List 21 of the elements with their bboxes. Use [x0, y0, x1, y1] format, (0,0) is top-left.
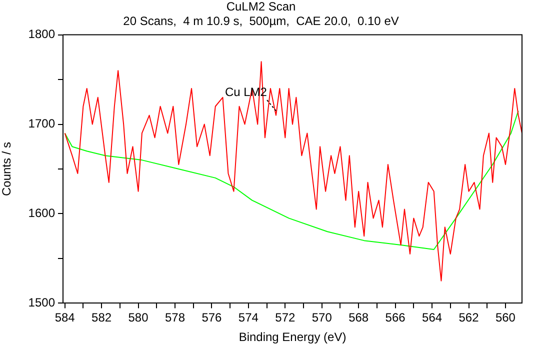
y-axis-title: Counts / s — [0, 142, 14, 196]
x-tick-label: 564 — [422, 310, 442, 325]
chart-subtitle: 20 Scans, 4 m 10.9 s, 500µm, CAE 20.0, 0.10 eV — [123, 14, 399, 28]
x-tick-label: 582 — [92, 310, 112, 325]
x-tick-label: 572 — [275, 310, 296, 325]
x-tick-label: 580 — [128, 310, 149, 325]
x-tick-label: 574 — [238, 310, 259, 325]
x-tick-label: 568 — [348, 310, 369, 325]
x-tick-label: 578 — [164, 310, 186, 325]
chart-title: CuLM2 Scan — [226, 0, 296, 14]
x-tick-label: 576 — [202, 310, 222, 325]
x-tick-label: 570 — [312, 310, 332, 325]
y-tick-label: 1800 — [28, 27, 56, 42]
x-axis-title: Binding Energy (eV) — [238, 330, 346, 344]
y-tick-label: 1600 — [28, 206, 56, 220]
x-tick-label: 566 — [385, 310, 406, 325]
x-tick-label: 562 — [458, 310, 480, 325]
x-tick-label: 584 — [54, 310, 76, 325]
y-tick-label: 1700 — [28, 116, 56, 131]
x-tick-label: 560 — [495, 310, 516, 325]
y-tick-label: 1500 — [28, 296, 56, 310]
